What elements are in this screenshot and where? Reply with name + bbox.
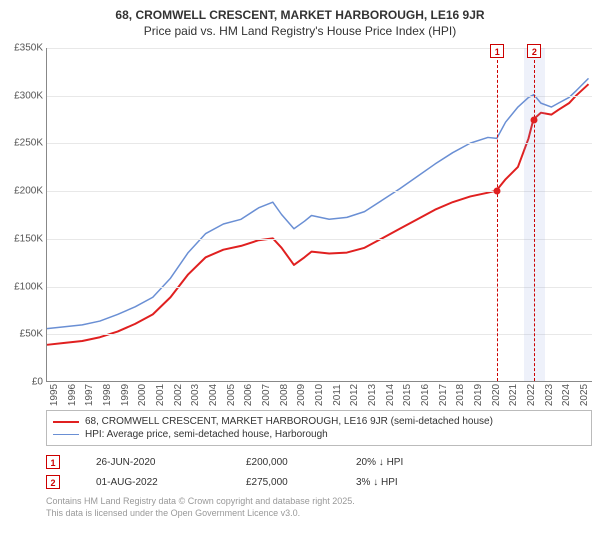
legend-box: 68, CROMWELL CRESCENT, MARKET HARBOROUGH… [46, 410, 592, 446]
sale-dot [531, 116, 538, 123]
xtick-label: 2003 [188, 384, 201, 406]
legend-label: 68, CROMWELL CRESCENT, MARKET HARBOROUGH… [85, 416, 493, 427]
xtick-label: 2013 [365, 384, 378, 406]
xtick-label: 2006 [241, 384, 254, 406]
xtick-label: 2025 [577, 384, 590, 406]
ytick-label: £200K [14, 186, 47, 197]
sales-table: 1 26-JUN-2020£200,00020% ↓ HPI 2 01-AUG-202… [46, 452, 592, 492]
marker-flag: 1 [490, 44, 504, 58]
xtick-label: 2019 [471, 384, 484, 406]
ytick-label: £0 [32, 377, 47, 388]
legend-row: HPI: Average price, semi-detached house,… [53, 428, 585, 441]
sale-date: 01-AUG-2022 [96, 477, 246, 488]
series-line-property [47, 84, 589, 345]
xtick-label: 2000 [135, 384, 148, 406]
ytick-label: £100K [14, 281, 47, 292]
sales-row: 2 01-AUG-2022£275,0003% ↓ HPI [46, 472, 592, 492]
sale-diff: 3% ↓ HPI [356, 477, 592, 488]
xtick-label: 2012 [347, 384, 360, 406]
attribution-block: Contains HM Land Registry data © Crown c… [46, 496, 592, 519]
ytick-label: £250K [14, 138, 47, 149]
chart-title-block: 68, CROMWELL CRESCENT, MARKET HARBOROUGH… [8, 8, 592, 38]
xtick-label: 1995 [47, 384, 60, 406]
xtick-label: 2024 [559, 384, 572, 406]
xtick-label: 2017 [436, 384, 449, 406]
xtick-label: 2010 [312, 384, 325, 406]
chart-lines-svg [47, 48, 592, 381]
xtick-label: 2016 [418, 384, 431, 406]
gridline-h [47, 96, 592, 97]
xtick-label: 2004 [206, 384, 219, 406]
xtick-label: 1997 [82, 384, 95, 406]
xtick-label: 2007 [259, 384, 272, 406]
xtick-label: 1998 [100, 384, 113, 406]
ytick-label: £150K [14, 233, 47, 244]
xtick-label: 2015 [400, 384, 413, 406]
attribution-line1: Contains HM Land Registry data © Crown c… [46, 496, 592, 508]
ytick-label: £50K [20, 329, 47, 340]
xtick-label: 2023 [542, 384, 555, 406]
sale-dot [494, 188, 501, 195]
marker-vline [534, 60, 535, 381]
xtick-label: 2021 [506, 384, 519, 406]
gridline-h [47, 191, 592, 192]
legend-swatch [53, 434, 79, 435]
gridline-h [47, 48, 592, 49]
xtick-label: 2005 [224, 384, 237, 406]
xtick-label: 2001 [153, 384, 166, 406]
xtick-label: 1996 [65, 384, 78, 406]
sale-diff: 20% ↓ HPI [356, 457, 592, 468]
xtick-label: 1999 [118, 384, 131, 406]
gridline-h [47, 143, 592, 144]
legend-row: 68, CROMWELL CRESCENT, MARKET HARBOROUGH… [53, 415, 585, 428]
plot-area: £0£50K£100K£150K£200K£250K£300K£350K1995… [46, 48, 592, 382]
gridline-h [47, 239, 592, 240]
xtick-label: 2009 [294, 384, 307, 406]
xtick-label: 2008 [277, 384, 290, 406]
sale-flag: 1 [46, 455, 60, 469]
attribution-line2: This data is licensed under the Open Gov… [46, 508, 592, 520]
marker-vline [497, 60, 498, 381]
chart-title-line2: Price paid vs. HM Land Registry's House … [8, 24, 592, 38]
xtick-label: 2020 [489, 384, 502, 406]
gridline-h [47, 334, 592, 335]
sale-flag: 2 [46, 475, 60, 489]
marker-flag: 2 [527, 44, 541, 58]
sale-price: £200,000 [246, 457, 356, 468]
xtick-label: 2018 [453, 384, 466, 406]
legend-label: HPI: Average price, semi-detached house,… [85, 429, 328, 440]
ytick-label: £300K [14, 90, 47, 101]
xtick-label: 2014 [383, 384, 396, 406]
chart-title-line1: 68, CROMWELL CRESCENT, MARKET HARBOROUGH… [8, 8, 592, 22]
legend-swatch [53, 421, 79, 423]
series-line-hpi [47, 78, 589, 328]
xtick-label: 2002 [171, 384, 184, 406]
xtick-label: 2011 [330, 384, 343, 406]
sale-date: 26-JUN-2020 [96, 457, 246, 468]
sale-price: £275,000 [246, 477, 356, 488]
xtick-label: 2022 [524, 384, 537, 406]
ytick-label: £350K [14, 43, 47, 54]
sales-row: 1 26-JUN-2020£200,00020% ↓ HPI [46, 452, 592, 472]
chart-container: 68, CROMWELL CRESCENT, MARKET HARBOROUGH… [0, 0, 600, 560]
gridline-h [47, 287, 592, 288]
